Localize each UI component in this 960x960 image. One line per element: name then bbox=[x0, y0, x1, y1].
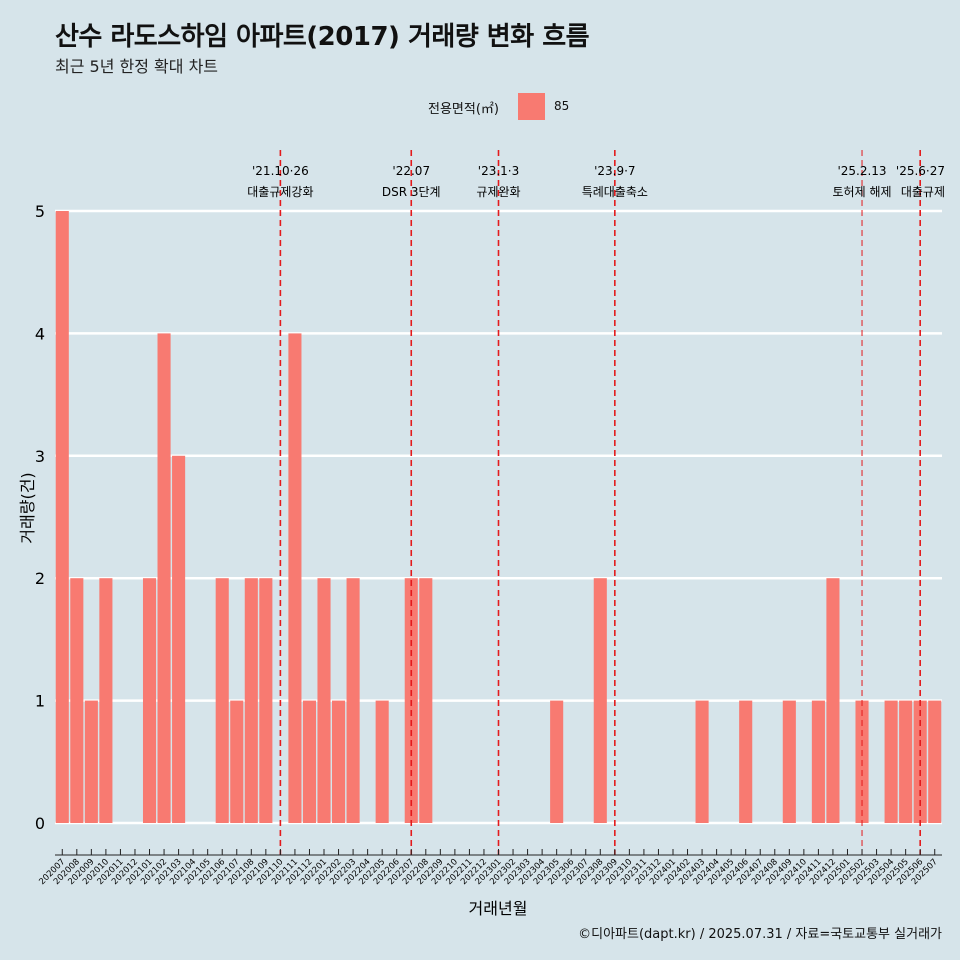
event-date: '25.6·27 bbox=[896, 164, 945, 178]
event-markers: '21.10·26 대출규제강화 '22.07 DSR 3단계 '23.1·3 규제완화 '… bbox=[247, 150, 945, 855]
event-date: '23.1·3 bbox=[478, 164, 519, 178]
bar-202305 bbox=[550, 700, 564, 823]
bar-202008 bbox=[70, 578, 84, 823]
bar-202107 bbox=[230, 700, 244, 823]
bar-202409 bbox=[782, 700, 796, 823]
event-label: 토허제 해제 bbox=[833, 185, 892, 199]
y-tick-label: 3 bbox=[35, 447, 45, 466]
bar-202504 bbox=[884, 700, 898, 823]
bar-202108 bbox=[244, 578, 258, 823]
event-label: 특례대출축소 bbox=[582, 185, 648, 199]
bar-202406 bbox=[739, 700, 753, 823]
x-axis: 2020072020082020092020102020112020122021… bbox=[37, 849, 942, 887]
y-axis-title: 거래량(건) bbox=[18, 472, 37, 543]
bar-202101 bbox=[142, 578, 157, 823]
event-date: '25.2.13 bbox=[837, 164, 886, 178]
bar-202507 bbox=[928, 700, 942, 823]
y-tick-label: 2 bbox=[35, 569, 45, 588]
bar-202007 bbox=[55, 211, 69, 823]
bar-202009 bbox=[84, 700, 98, 823]
bar-202203 bbox=[346, 578, 360, 823]
y-tick-label: 4 bbox=[35, 324, 45, 343]
bar-202403 bbox=[695, 700, 709, 823]
bar-202208 bbox=[419, 578, 433, 823]
y-tick-label: 0 bbox=[35, 814, 45, 833]
bar-202010 bbox=[99, 578, 113, 823]
event-label: 규제완화 bbox=[476, 185, 520, 199]
bar-202202 bbox=[332, 700, 346, 823]
bar-202308 bbox=[593, 578, 607, 823]
y-tick-label: 1 bbox=[35, 692, 45, 711]
bar-202205 bbox=[375, 700, 389, 823]
chart-title: 산수 라도스하임 아파트(2017) 거래량 변화 흐름 bbox=[55, 22, 590, 52]
legend-swatch bbox=[518, 93, 545, 120]
bar-202412 bbox=[826, 578, 840, 823]
bar-202102 bbox=[157, 333, 171, 823]
event-label: DSR 3단계 bbox=[382, 185, 441, 199]
bars bbox=[55, 211, 942, 823]
y-axis-ticks: 0 1 2 3 4 5 bbox=[35, 202, 45, 833]
bar-202111 bbox=[288, 333, 302, 823]
legend-title: 전용면적(㎡) bbox=[428, 102, 499, 117]
x-axis-title: 거래년월 bbox=[469, 899, 528, 918]
caption: ©디아파트(dapt.kr) / 2025.07.31 / 자료=국토교통부 실… bbox=[578, 927, 942, 942]
bar-202411 bbox=[811, 700, 825, 823]
legend: 전용면적(㎡) 85 bbox=[0, 92, 960, 122]
bar-202106 bbox=[215, 578, 229, 823]
event-date: '23.9·7 bbox=[594, 164, 635, 178]
bar-202201 bbox=[317, 578, 331, 823]
event-label: 대출규제 bbox=[901, 185, 945, 199]
event-date: '21.10·26 bbox=[252, 164, 309, 178]
event-date: '22.07 bbox=[392, 164, 430, 178]
legend-label: 85 bbox=[554, 99, 570, 113]
bar-202103 bbox=[172, 455, 186, 823]
chart-subtitle: 최근 5년 한정 확대 차트 bbox=[55, 57, 219, 76]
y-tick-label: 5 bbox=[35, 202, 45, 221]
bar-202112 bbox=[302, 700, 317, 823]
bar-202109 bbox=[259, 578, 273, 823]
event-label: 대출규제강화 bbox=[247, 185, 313, 199]
bar-202505 bbox=[899, 700, 913, 823]
